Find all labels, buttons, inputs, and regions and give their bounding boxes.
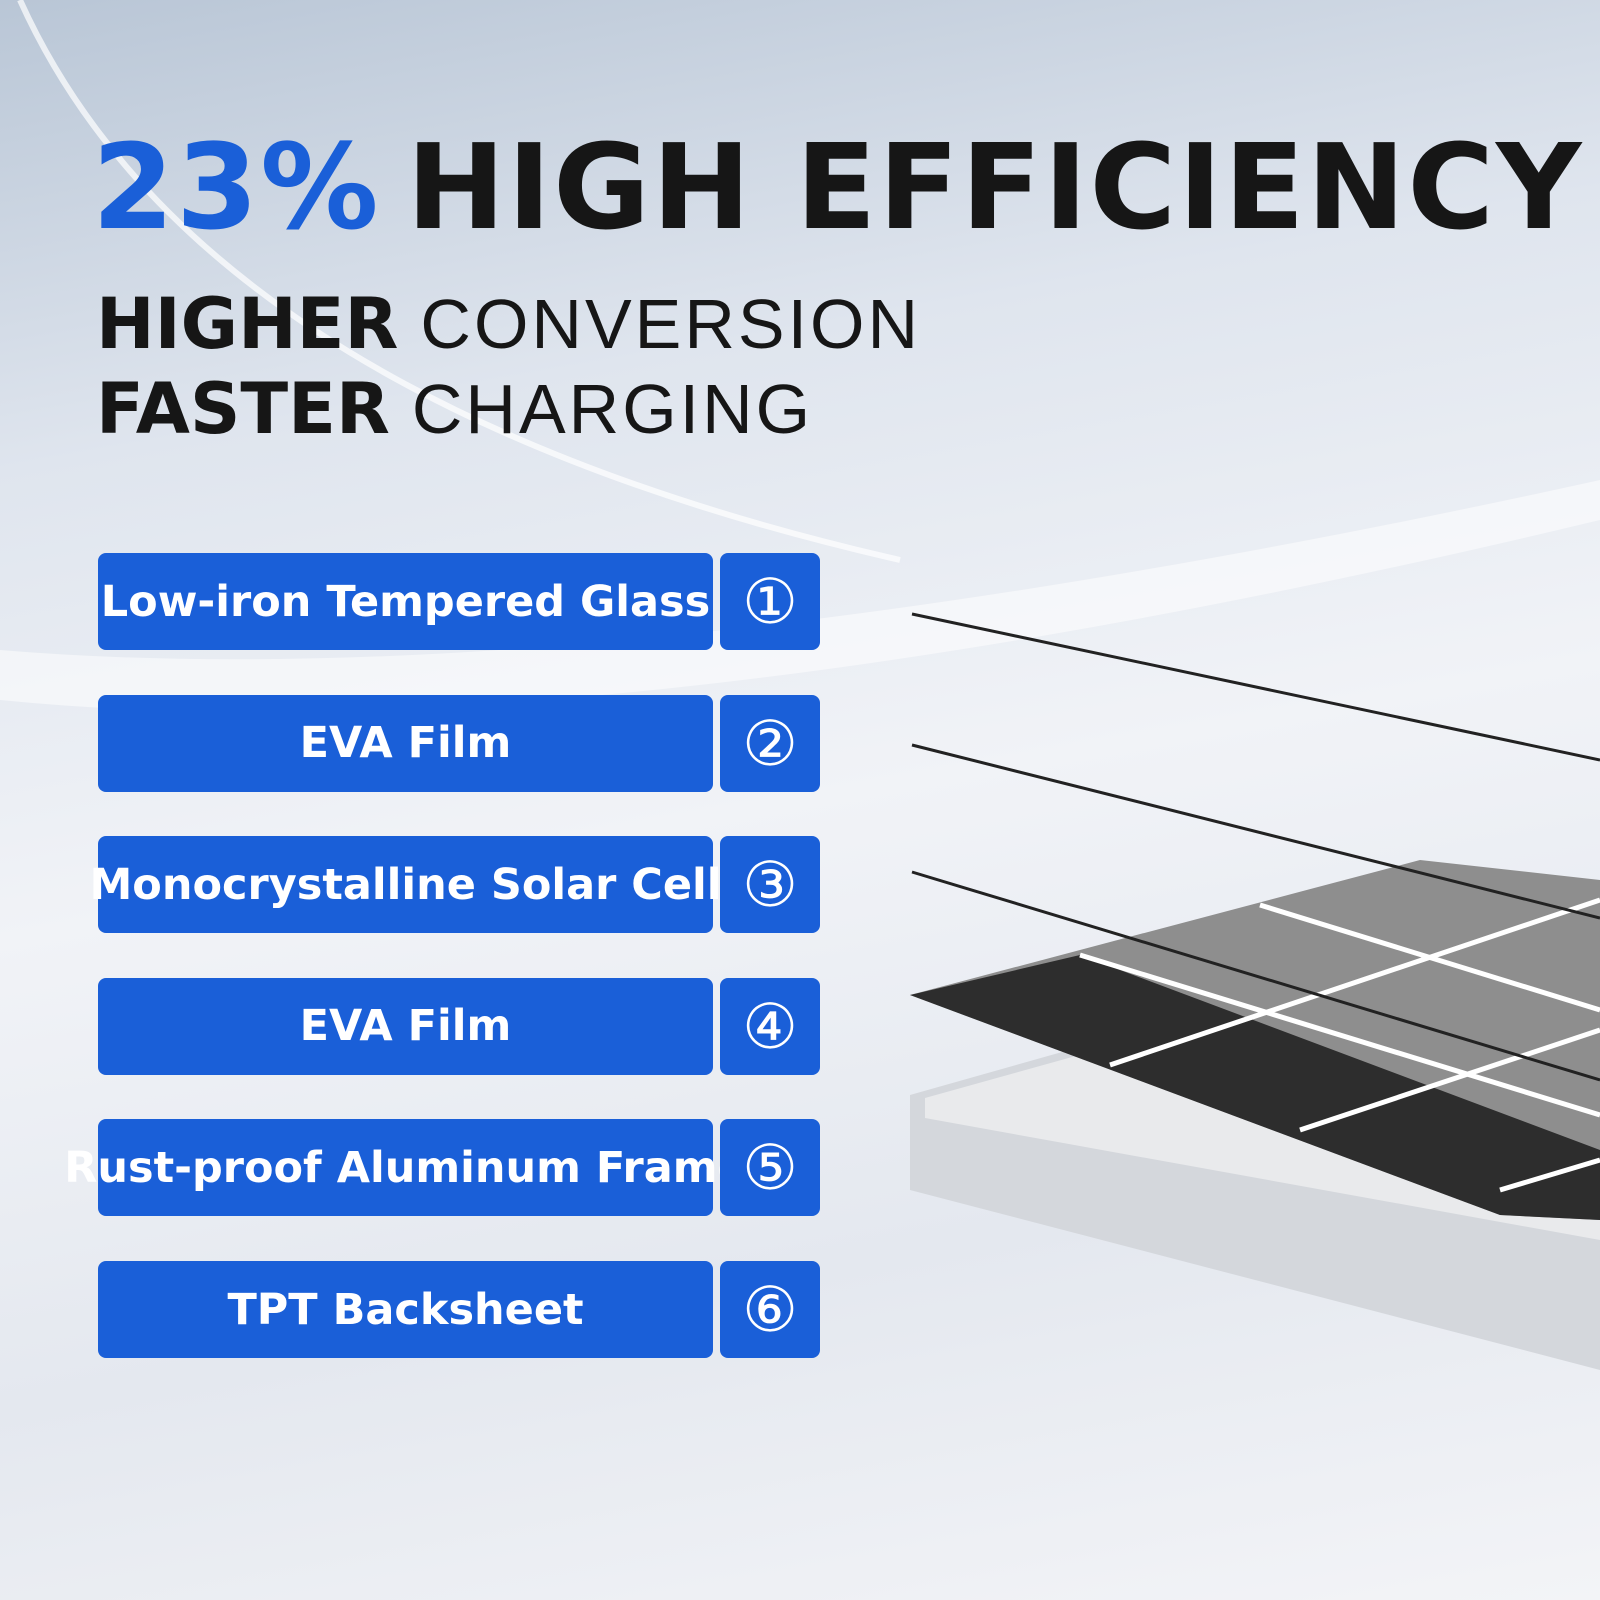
layer-label: EVA Film bbox=[98, 977, 713, 1075]
subheading: FASTER CHARGING bbox=[96, 368, 813, 450]
headline-highlight: 23% bbox=[92, 118, 381, 256]
subheading-bold: FASTER bbox=[96, 368, 390, 450]
layer-number: ③ bbox=[720, 836, 820, 934]
layer-label: Monocrystalline Solar Cell bbox=[90, 836, 722, 934]
layer-number: ① bbox=[720, 553, 820, 650]
layer-label: TPT Backsheet bbox=[98, 1261, 713, 1358]
layer-label: Rust-proof Aluminum Frame bbox=[64, 1119, 747, 1217]
layer-number: ④ bbox=[720, 977, 820, 1075]
subheading-light: CONVERSION bbox=[420, 285, 922, 363]
subheading: HIGHER CONVERSION bbox=[96, 283, 921, 365]
subheading-light: CHARGING bbox=[411, 370, 814, 448]
layer-label: EVA Film bbox=[98, 694, 713, 792]
layer-number: ② bbox=[720, 694, 820, 792]
subheading-bold: HIGHER bbox=[96, 283, 399, 365]
layer-label: Low-iron Tempered Glass bbox=[98, 553, 713, 650]
layer-number: ⑤ bbox=[720, 1119, 820, 1217]
headline-text: HIGH EFFICIENCY bbox=[406, 118, 1584, 256]
layer-number: ⑥ bbox=[720, 1261, 820, 1358]
headline: 23% HIGH EFFICIENCY bbox=[92, 118, 1583, 256]
